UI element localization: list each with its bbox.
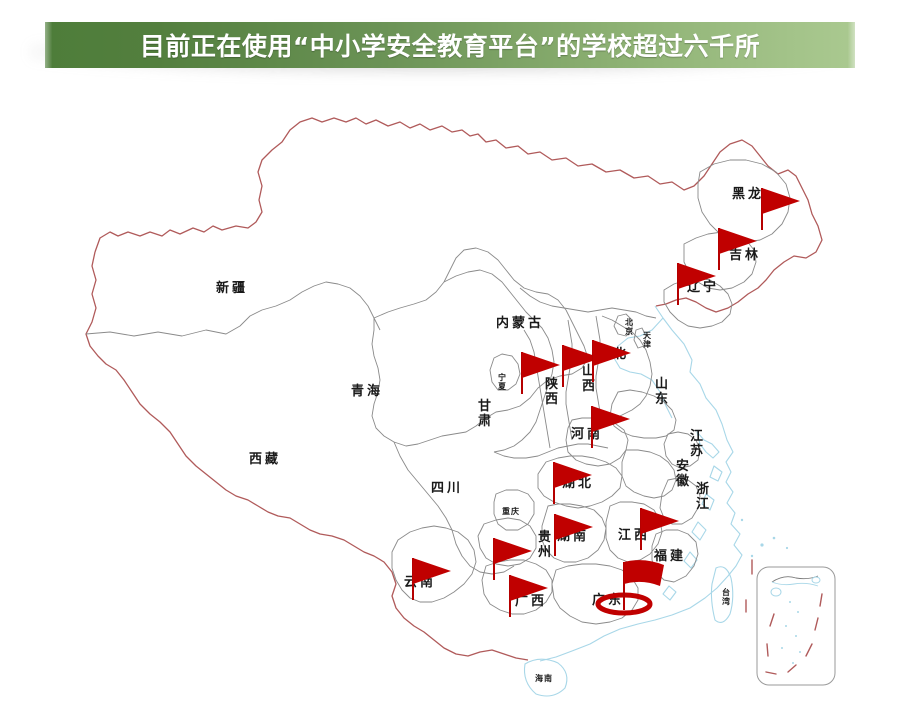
banner-bar [45, 22, 855, 68]
hainan-island [523, 658, 568, 697]
province-label: 宁夏 [497, 372, 507, 391]
flag-banner [592, 406, 630, 432]
province-label: 山西 [582, 363, 598, 394]
flag-banner [510, 575, 548, 601]
flag-banner [522, 352, 560, 378]
national-border [94, 117, 823, 313]
page-title: 目前正在使用“中小学安全教育平台”的学校超过六千所 [139, 32, 761, 61]
flag-banner [593, 340, 631, 366]
flag-banner [554, 462, 592, 488]
flag-marker-13[interactable] [591, 406, 630, 448]
province-label: 重庆 [502, 506, 520, 516]
province-label: 海南 [535, 673, 553, 683]
province-label: 四川 [431, 481, 463, 496]
province-label: 江西 [618, 527, 650, 543]
flag-marker-30[interactable] [761, 188, 800, 230]
province-label: 新疆 [216, 280, 248, 296]
title-banner: 目前正在使用“中小学安全教育平台”的学校超过六千所 [29, 22, 855, 76]
flag-marker-19[interactable] [554, 514, 593, 556]
flag-banner [624, 560, 664, 586]
flag-banner [563, 345, 601, 371]
province-label: 青海 [351, 383, 383, 399]
province-label: 西藏 [249, 451, 281, 467]
flag-marker-22[interactable] [493, 538, 532, 580]
south-china-sea-inset [745, 559, 836, 686]
flag-marker-20[interactable] [640, 508, 679, 550]
national-border-west [85, 251, 529, 661]
province-label: 甘肃 [478, 398, 494, 429]
offshore-islets [740, 518, 789, 558]
province-label: 安徽 [675, 458, 692, 489]
flag-banner [641, 508, 679, 534]
banner-bevel-left [45, 22, 52, 68]
flag-marker-8[interactable] [562, 345, 601, 387]
banner-bevel-right [848, 22, 855, 68]
flag-banner [494, 538, 532, 564]
province-label: 山东 [655, 376, 671, 407]
flag-marker-7[interactable] [521, 352, 560, 394]
province-label: 浙江 [696, 481, 712, 512]
flag-marker-9[interactable] [592, 340, 631, 382]
province-label: 台湾 [722, 587, 731, 606]
province-label: 吉林 [729, 247, 761, 263]
flag-banner [555, 514, 593, 540]
flag-banner [719, 228, 757, 254]
province-label: 福建 [653, 548, 686, 564]
flag-marker-29[interactable] [718, 228, 757, 270]
province-label-layer: 新疆青海西藏甘肃四川内蒙古宁夏陕西山西河北北京天津山东河南江苏安徽浙江湖北重庆湖… [216, 186, 764, 683]
province-label: 北京 [625, 317, 634, 336]
province-label: 江苏 [690, 428, 706, 459]
china-map: 新疆青海西藏甘肃四川内蒙古宁夏陕西山西河北北京天津山东河南江苏安徽浙江湖北重庆湖… [0, 86, 898, 709]
taiwan-island [710, 566, 734, 623]
province-label: 天津 [643, 331, 652, 349]
flag-layer [412, 188, 800, 617]
flag-marker-17[interactable] [553, 462, 592, 504]
province-label: 广西 [515, 593, 547, 609]
flag-marker-23[interactable] [412, 558, 451, 600]
flag-marker-24[interactable] [509, 575, 548, 617]
coastline-water [539, 305, 743, 662]
flag-marker-28[interactable] [677, 263, 716, 305]
province-label: 陕西 [545, 376, 561, 407]
guangdong-highlight-flag[interactable] [595, 560, 664, 616]
flag-banner [678, 263, 716, 289]
province-label: 贵州 [537, 529, 554, 560]
province-label: 黑龙 [732, 186, 764, 202]
flag-banner [762, 188, 800, 214]
province-label: 内蒙古 [496, 315, 544, 331]
flag-banner [413, 558, 451, 584]
